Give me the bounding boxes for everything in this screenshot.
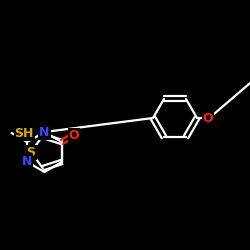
Text: N: N — [22, 156, 32, 168]
Text: O: O — [68, 128, 79, 141]
Text: S: S — [26, 146, 36, 158]
Text: SH: SH — [14, 126, 34, 140]
Text: N: N — [39, 126, 50, 138]
Text: O: O — [203, 112, 213, 124]
